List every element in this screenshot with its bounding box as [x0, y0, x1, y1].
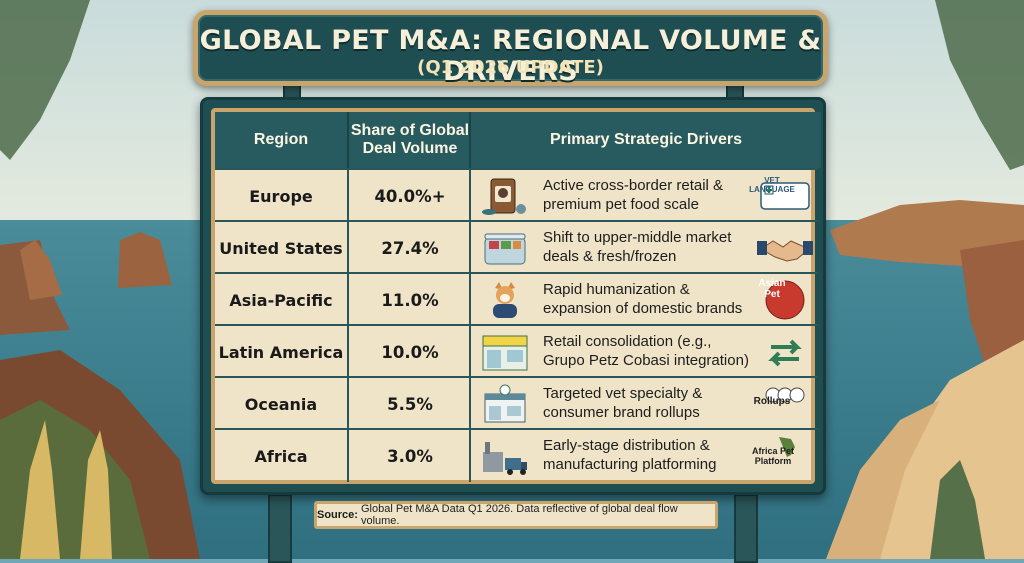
share-cell: 40.0%+: [347, 170, 471, 222]
rollups-icon: [765, 387, 805, 403]
fresh-food-container-icon: [484, 233, 526, 265]
title-sign: GLOBAL PET M&A: REGIONAL VOLUME & DRIVER…: [193, 10, 828, 87]
table-row-asia-pacific: Asia-Pacific 11.0% Rapid humanization & …: [215, 272, 819, 326]
tag-label-vet-language: VET LANGUAGE: [749, 176, 795, 194]
asian-pet-badge-icon: [765, 280, 805, 320]
region-cell: Europe: [249, 186, 313, 206]
swap-arrows-icon: [768, 339, 802, 367]
driver-text: Rapid humanization & expansion of domest…: [543, 281, 743, 317]
africa-map-icon: [779, 437, 795, 457]
pet-food-bag-icon: [482, 178, 526, 215]
sign-post-left-lower: [268, 494, 292, 563]
driver-cell: Targeted vet specialty & consumer brand …: [469, 378, 821, 430]
table-row-united-states: United States 27.4% Shift to upper-middl…: [215, 220, 819, 274]
source-note: Source: Global Pet M&A Data Q1 2026. Dat…: [314, 501, 718, 529]
table-row-latin-america: Latin America 10.0% Retail consolidation…: [215, 324, 819, 378]
region-cell: United States: [219, 238, 343, 258]
driver-text: Active cross-border retail & premium pet…: [543, 177, 724, 213]
tag-label-africa-pet-platform: Africa Pet Platform: [751, 446, 795, 466]
driver-text: Targeted vet specialty & consumer brand …: [543, 385, 703, 421]
table-row-africa: Africa 3.0% Early-stage distribution & m…: [215, 428, 819, 482]
driver-text: Retail consolidation (e.g., Grupo Petz C…: [543, 333, 749, 369]
vet-language-icon: [760, 182, 810, 210]
region-cell: Oceania: [244, 394, 318, 414]
source-label: Source:: [317, 509, 358, 521]
storefront-icon: [482, 335, 528, 371]
share-cell: 3.0%: [347, 430, 471, 482]
data-board: Region Share of Global Deal Volume Prima…: [200, 97, 826, 495]
factory-truck-icon: [483, 442, 527, 475]
tag-label-asian-pet: Asian Pet: [758, 278, 786, 300]
header-share: Share of Global Deal Volume: [347, 112, 471, 168]
share-cell: 10.0%: [347, 326, 471, 378]
page-subtitle: (Q1 2026 UPDATE): [417, 57, 604, 78]
tag-label-rollups: Rollups: [753, 396, 791, 407]
driver-cell: Retail consolidation (e.g., Grupo Petz C…: [469, 326, 821, 378]
vet-clinic-icon: [484, 384, 526, 423]
source-text: Global Pet M&A Data Q1 2026. Data reflec…: [360, 503, 678, 527]
corgi-dog-icon: [493, 282, 517, 318]
driver-cell: Early-stage distribution & manufacturing…: [469, 430, 821, 482]
driver-text: Shift to upper-middle market deals & fre…: [543, 229, 732, 265]
header-drivers: Primary Strategic Drivers: [469, 112, 821, 168]
share-cell: 27.4%: [347, 222, 471, 274]
handshake-icon: [757, 240, 813, 262]
region-cell: Latin America: [218, 342, 344, 362]
sign-post-right-lower: [734, 494, 758, 563]
region-cell: Asia-Pacific: [229, 290, 333, 310]
table-row-europe: Europe 40.0%+ Active cross-border retail…: [215, 168, 819, 222]
driver-cell: Rapid humanization & expansion of domest…: [469, 274, 821, 326]
driver-text: Early-stage distribution & manufacturing…: [543, 437, 717, 473]
share-cell: 5.5%: [347, 378, 471, 430]
driver-cell: Shift to upper-middle market deals & fre…: [469, 222, 821, 274]
page-title: GLOBAL PET M&A: REGIONAL VOLUME & DRIVER…: [199, 25, 822, 87]
data-table: Region Share of Global Deal Volume Prima…: [211, 108, 821, 484]
share-cell: 11.0%: [347, 274, 471, 326]
driver-cell: Active cross-border retail & premium pet…: [469, 170, 821, 222]
header-region: Region: [215, 112, 347, 168]
region-cell: Africa: [254, 446, 308, 466]
table-row-oceania: Oceania 5.5% Targeted vet specialty & co…: [215, 376, 819, 430]
